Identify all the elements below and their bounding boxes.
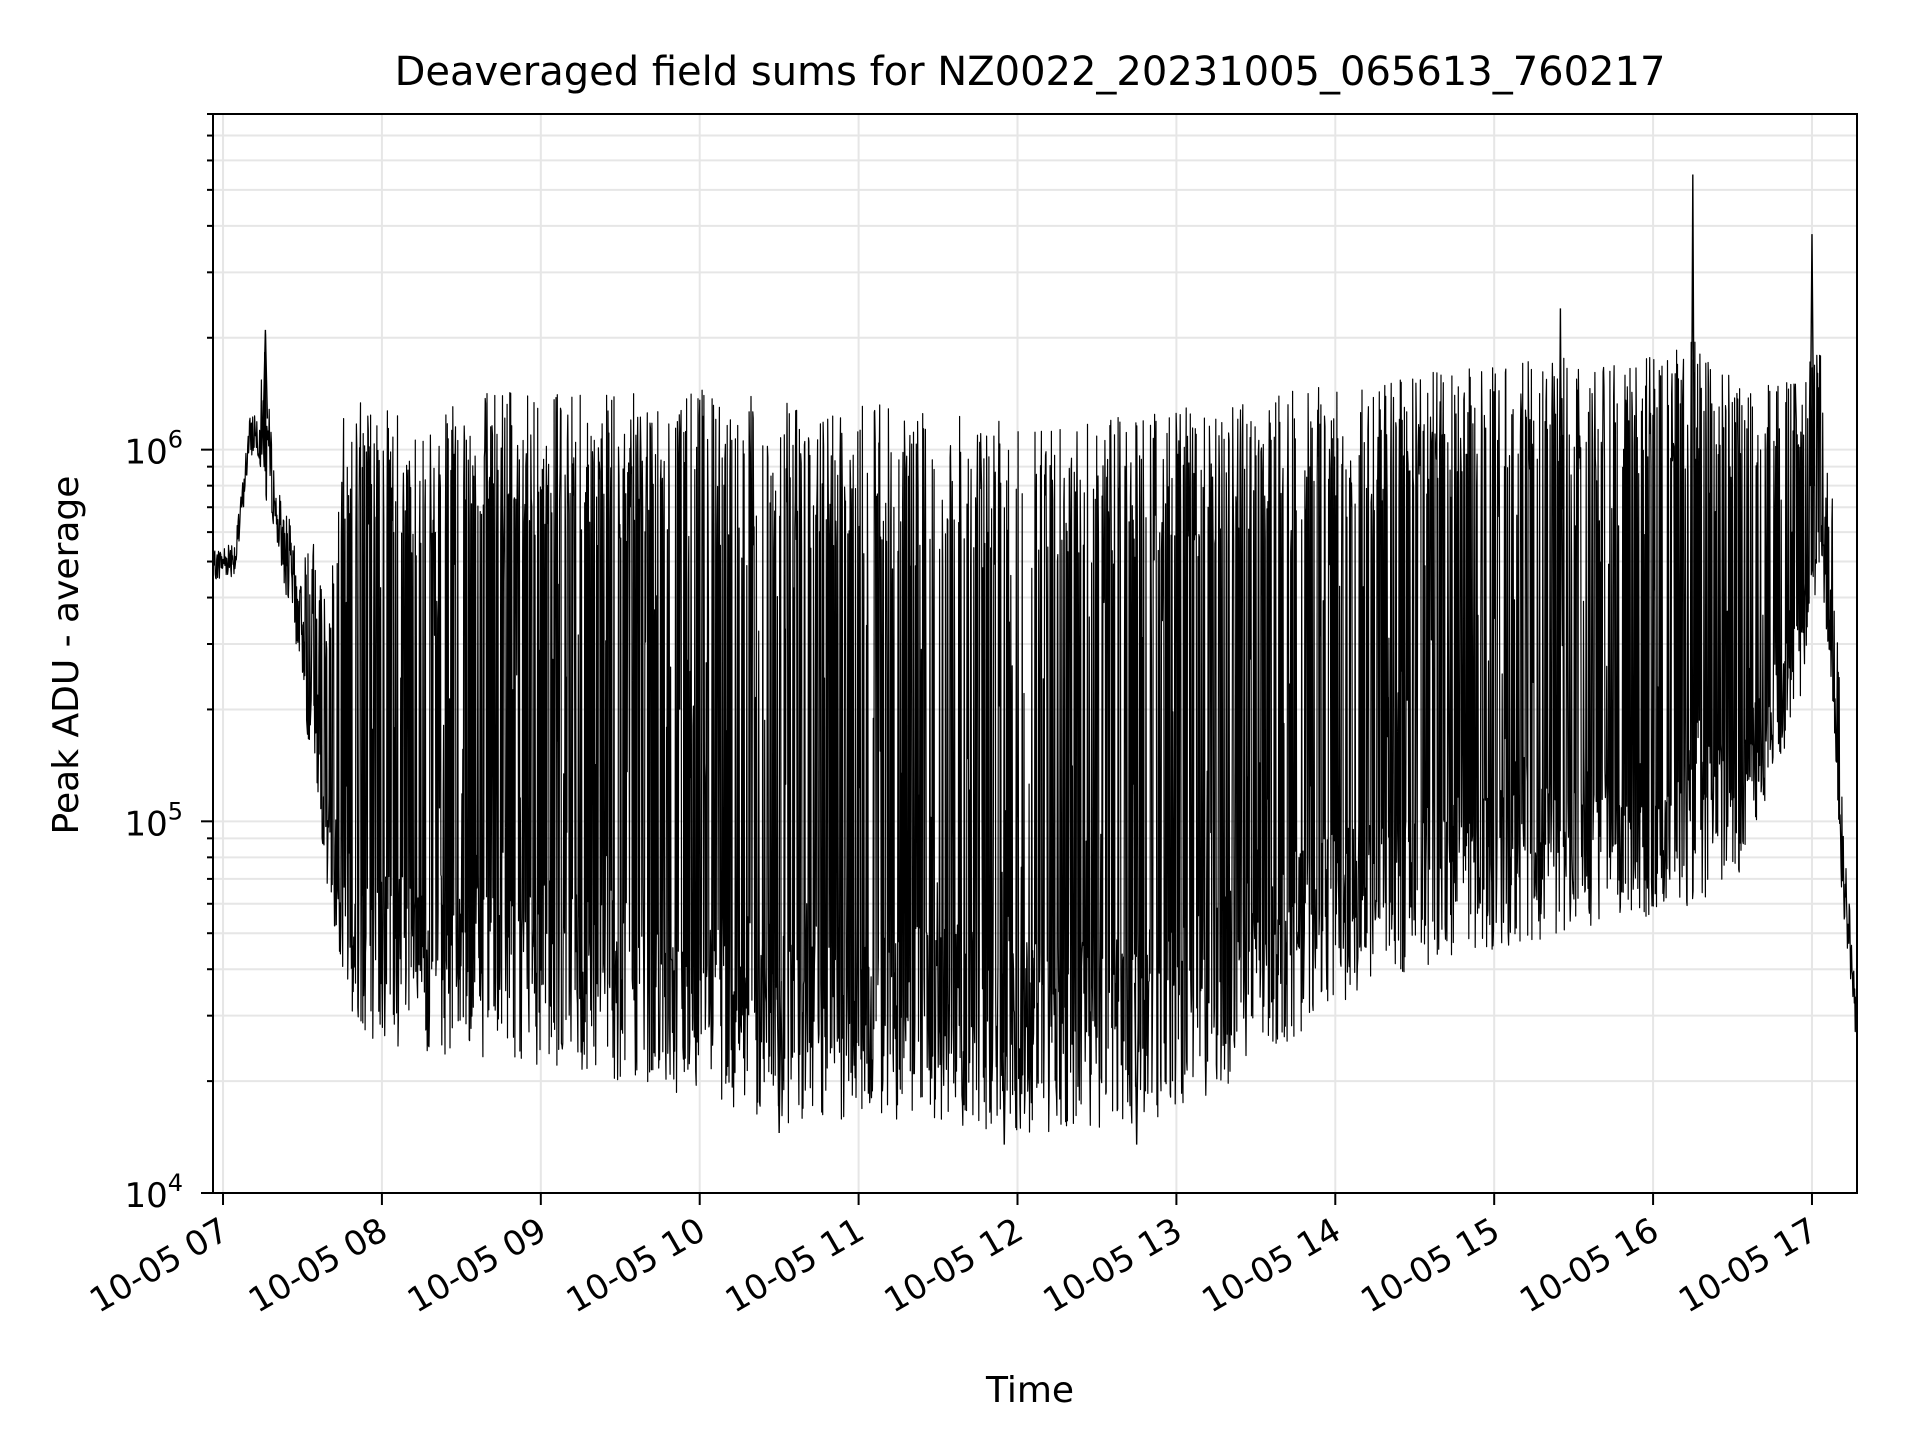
y-tick-label: 106 bbox=[124, 426, 183, 473]
data-spike bbox=[1557, 308, 1564, 647]
y-tick-label: 105 bbox=[124, 797, 183, 844]
data-series bbox=[212, 174, 1858, 1145]
y-tick-label-exponent: 6 bbox=[168, 426, 183, 454]
y-tick-label: 104 bbox=[124, 1169, 183, 1216]
y-axis-label: Peak ADU - average bbox=[46, 476, 87, 835]
x-axis-label: Time bbox=[985, 1370, 1074, 1411]
y-tick-label-exponent: 5 bbox=[168, 797, 183, 825]
data-dip bbox=[776, 981, 782, 1134]
chart-title: Deaveraged field sums for NZ0022_2023100… bbox=[395, 49, 1666, 95]
data-spike bbox=[262, 329, 269, 419]
data-line bbox=[212, 333, 1858, 1133]
data-dip bbox=[1133, 982, 1140, 1145]
y-tick-label-exponent: 4 bbox=[168, 1169, 183, 1197]
data-spike bbox=[1809, 234, 1815, 487]
y-tick-label-base: 10 bbox=[124, 1176, 167, 1216]
data-dip bbox=[1001, 988, 1007, 1145]
data-spike bbox=[1690, 174, 1696, 621]
y-tick-label-base: 10 bbox=[124, 804, 167, 844]
plot-frame bbox=[212, 113, 1858, 1194]
y-tick-label-base: 10 bbox=[124, 433, 167, 473]
